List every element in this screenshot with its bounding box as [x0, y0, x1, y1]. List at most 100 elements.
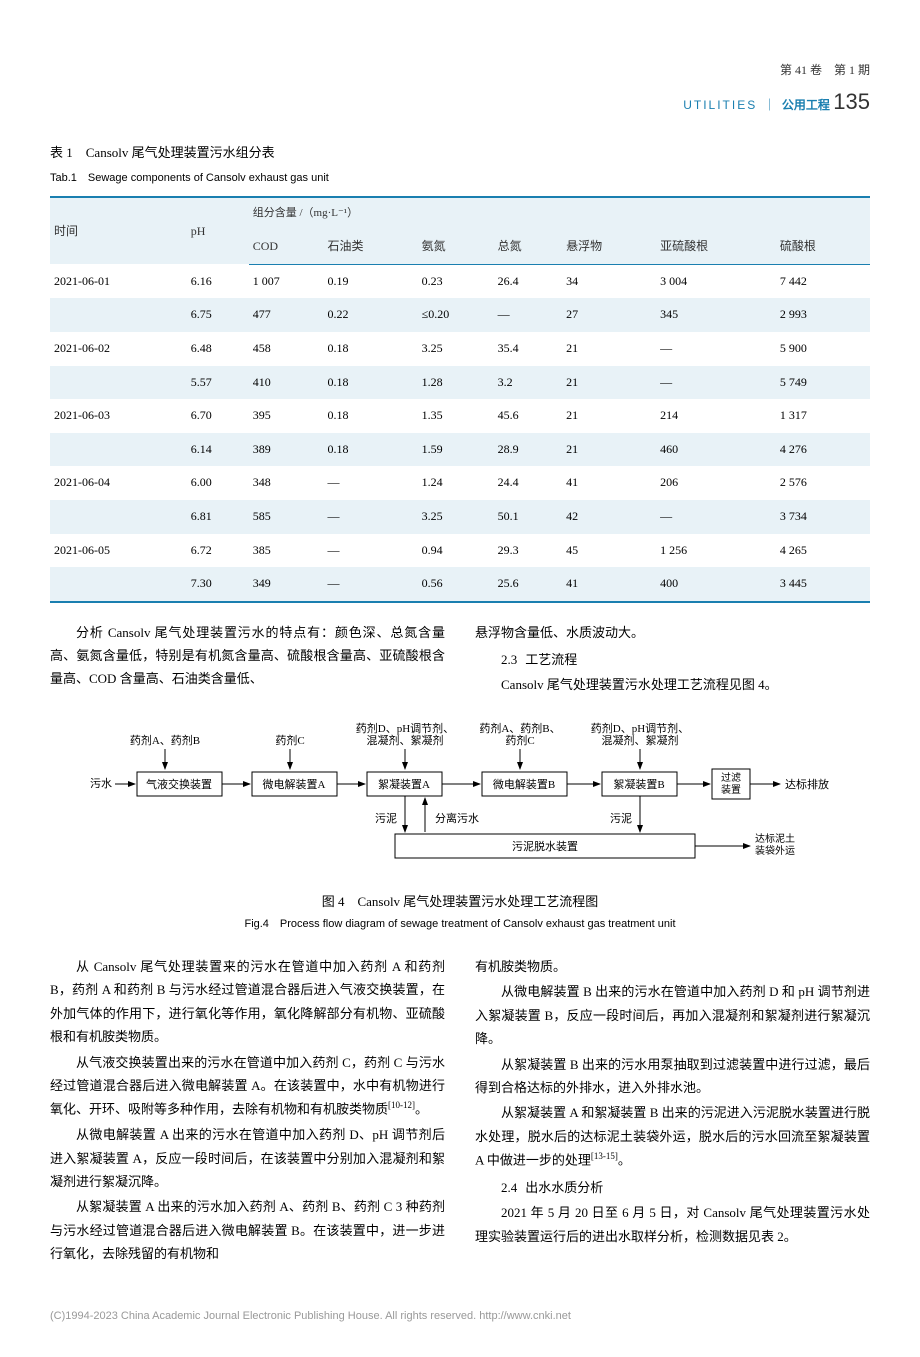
table-cell: 5 749	[776, 366, 870, 400]
col-tn: 总氮	[494, 230, 562, 264]
table-cell: 0.22	[324, 298, 418, 332]
table-cell: 1.59	[418, 433, 494, 467]
table-cell: 29.3	[494, 534, 562, 568]
box4: 微电解装置B	[493, 777, 555, 791]
table-cell: 0.18	[324, 332, 418, 366]
table-cell: 6.81	[187, 500, 249, 534]
intro-columns: 分析 Cansolv 尾气处理装置污水的特点有：颜色深、总氮含量高、氨氮含量低，…	[50, 621, 870, 699]
table-cell: 1.28	[418, 366, 494, 400]
table-cell: 6.48	[187, 332, 249, 366]
fig4-title-en: Fig.4 Process flow diagram of sewage tre…	[50, 915, 870, 935]
table-cell: 42	[562, 500, 656, 534]
col-time: 时间	[50, 197, 187, 264]
svg-text:装袋外运: 装袋外运	[755, 844, 795, 857]
table-cell: 2021-06-01	[50, 264, 187, 298]
table-cell: 21	[562, 433, 656, 467]
intro-p2: 悬浮物含量低、水质波动大。	[475, 621, 870, 644]
svg-text:药剂D、pH调节剂、: 药剂D、pH调节剂、	[591, 721, 689, 735]
table-cell: 6.14	[187, 433, 249, 467]
svg-text:混凝剂、絮凝剂: 混凝剂、絮凝剂	[602, 733, 679, 747]
table-row: 2021-06-046.00348—1.2424.4412062 576	[50, 466, 870, 500]
table-cell: 7.30	[187, 567, 249, 602]
journal-en: UTILITIES	[683, 98, 757, 112]
svg-text:药剂D、pH调节剂、: 药剂D、pH调节剂、	[356, 721, 454, 735]
table-cell: 585	[249, 500, 324, 534]
table1-head: 时间 pH 组分含量 /（mg·L⁻¹） COD 石油类 氨氮 总氮 悬浮物 亚…	[50, 197, 870, 264]
table-cell: 0.18	[324, 399, 418, 433]
page-footer: (C)1994-2023 China Academic Journal Elec…	[50, 1307, 870, 1327]
table1: 时间 pH 组分含量 /（mg·L⁻¹） COD 石油类 氨氮 总氮 悬浮物 亚…	[50, 196, 870, 602]
table-cell: 6.72	[187, 534, 249, 568]
journal-cn: 公用工程	[782, 98, 830, 112]
table-cell: 4 265	[776, 534, 870, 568]
col-ph: pH	[187, 197, 249, 264]
table-cell: 5.57	[187, 366, 249, 400]
bl-p1: 从 Cansolv 尾气处理装置来的污水在管道中加入药剂 A 和药剂 B，药剂 …	[50, 955, 445, 1049]
table-cell: 50.1	[494, 500, 562, 534]
body-right: 有机胺类物质。 从微电解装置 B 出来的污水在管道中加入药剂 D 和 pH 调节…	[475, 955, 870, 1267]
box2: 微电解装置A	[263, 777, 326, 791]
page-number: 135	[833, 89, 870, 114]
table-row: 5.574100.181.283.221—5 749	[50, 366, 870, 400]
table-cell: 6.00	[187, 466, 249, 500]
table-cell: 3 734	[776, 500, 870, 534]
svg-text:药剂A、药剂B、: 药剂A、药剂B、	[479, 721, 560, 735]
page-header: 第 41 卷 第 1 期 UTILITIES ｜ 公用工程 135	[50, 60, 870, 121]
table-cell: —	[494, 298, 562, 332]
table-cell: 458	[249, 332, 324, 366]
flowchart-svg: 药剂A、药剂B 药剂C 药剂D、pH调节剂、 混凝剂、絮凝剂 药剂A、药剂B、 …	[65, 714, 855, 884]
table1-body: 2021-06-016.161 0070.190.2326.4343 0047 …	[50, 264, 870, 601]
table-cell: 7 442	[776, 264, 870, 298]
fig4-title-cn: 图 4 Cansolv 尾气处理装置污水处理工艺流程图	[50, 890, 870, 913]
table-cell: 41	[562, 466, 656, 500]
table-cell: 2021-06-04	[50, 466, 187, 500]
sep: ｜	[764, 98, 776, 112]
col-group: 组分含量 /（mg·L⁻¹）	[249, 197, 870, 230]
table-cell: 0.94	[418, 534, 494, 568]
table-cell: 2021-06-02	[50, 332, 187, 366]
table-cell: 214	[656, 399, 776, 433]
table-cell: 385	[249, 534, 324, 568]
box5: 絮凝装置B	[613, 777, 664, 791]
table-row: 6.754770.22≤0.20—273452 993	[50, 298, 870, 332]
table-cell: 460	[656, 433, 776, 467]
table-cell: 6.75	[187, 298, 249, 332]
table-cell: 3.25	[418, 332, 494, 366]
table-row: 6.81585—3.2550.142—3 734	[50, 500, 870, 534]
table-cell: 21	[562, 399, 656, 433]
table-cell: 348	[249, 466, 324, 500]
col-oil: 石油类	[324, 230, 418, 264]
table-row: 2021-06-036.703950.181.3545.6212141 317	[50, 399, 870, 433]
intro-p3: Cansolv 尾气处理装置污水处理工艺流程见图 4。	[475, 673, 870, 696]
table-row: 6.143890.181.5928.9214604 276	[50, 433, 870, 467]
body-columns: 从 Cansolv 尾气处理装置来的污水在管道中加入药剂 A 和药剂 B，药剂 …	[50, 955, 870, 1267]
svg-text:混凝剂、絮凝剂: 混凝剂、絮凝剂	[367, 733, 444, 747]
table-cell: 6.16	[187, 264, 249, 298]
bl-p2: 从气液交换装置出来的污水在管道中加入药剂 C，药剂 C 与污水经过管道混合器后进…	[50, 1051, 445, 1122]
table-cell: 0.18	[324, 433, 418, 467]
col-nh3: 氨氮	[418, 230, 494, 264]
svg-text:污泥: 污泥	[375, 812, 397, 825]
bl-p4: 从絮凝装置 A 出来的污水加入药剂 A、药剂 B、药剂 C 3 种药剂与污水经过…	[50, 1195, 445, 1265]
sec-2-3: 2.3工艺流程	[475, 648, 870, 671]
intro-p1: 分析 Cansolv 尾气处理装置污水的特点有：颜色深、总氮含量高、氨氮含量低，…	[50, 621, 445, 691]
br-p4: 从絮凝装置 A 和絮凝装置 B 出来的污泥进入污泥脱水装置进行脱水处理，脱水后的…	[475, 1101, 870, 1172]
svg-text:污泥: 污泥	[610, 812, 632, 825]
table-row: 2021-06-016.161 0070.190.2326.4343 0047 …	[50, 264, 870, 298]
table-cell: 0.19	[324, 264, 418, 298]
table-cell: 3 004	[656, 264, 776, 298]
table-cell: 400	[656, 567, 776, 602]
table-cell	[50, 366, 187, 400]
br-p3: 从絮凝装置 B 出来的污水用泵抽取到过滤装置中进行过滤，最后得到合格达标的外排水…	[475, 1053, 870, 1100]
table-cell: 3.25	[418, 500, 494, 534]
table-cell: —	[656, 366, 776, 400]
box7: 污泥脱水装置	[512, 839, 578, 853]
box1: 气液交换装置	[146, 777, 212, 791]
table-cell: 28.9	[494, 433, 562, 467]
lbl-out: 达标排放	[785, 777, 829, 791]
table-cell: 25.6	[494, 567, 562, 602]
svg-text:分离污水: 分离污水	[435, 811, 479, 825]
table1-title-en: Tab.1 Sewage components of Cansolv exhau…	[50, 169, 870, 189]
table-cell	[50, 298, 187, 332]
table-cell: 27	[562, 298, 656, 332]
